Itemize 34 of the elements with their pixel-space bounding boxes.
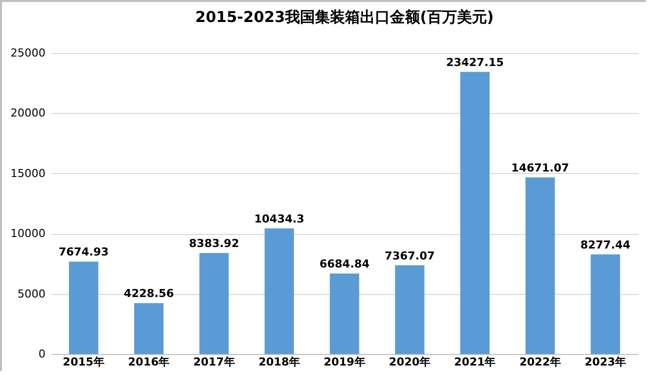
y-tick-label: 20000 xyxy=(10,106,46,120)
bar xyxy=(590,254,620,354)
y-tick-label: 10000 xyxy=(10,227,46,240)
x-tick-label: 2020年 xyxy=(388,356,431,368)
y-tick-label: 5000 xyxy=(18,287,46,300)
bar xyxy=(264,228,294,354)
data-label: 4228.56 xyxy=(124,287,174,300)
x-tick-label: 2015年 xyxy=(62,356,104,368)
x-tick-label: 2017年 xyxy=(193,356,235,368)
data-label: 7674.93 xyxy=(58,246,109,259)
data-label: 14671.07 xyxy=(511,161,570,174)
x-tick-label: 2016年 xyxy=(128,356,170,368)
bar xyxy=(199,253,229,354)
bar xyxy=(134,303,164,354)
data-label: 7367.07 xyxy=(384,249,435,262)
y-tick-label: 0 xyxy=(38,348,46,360)
x-tick-label: 2022年 xyxy=(519,356,561,368)
x-tick-label: 2023年 xyxy=(584,356,626,368)
data-label: 10434.3 xyxy=(254,212,304,226)
x-tick-label: 2018年 xyxy=(258,356,300,368)
data-label: 6684.84 xyxy=(319,258,370,271)
x-tick-label: 2019年 xyxy=(324,356,366,368)
bar xyxy=(395,265,424,354)
bar xyxy=(68,262,98,354)
x-tick-label: 2021年 xyxy=(454,356,496,368)
data-label: 8383.92 xyxy=(189,237,240,250)
y-tick-label: 15000 xyxy=(10,166,46,180)
y-tick-label: 25000 xyxy=(10,46,46,60)
bar xyxy=(525,177,555,354)
data-label: 8277.44 xyxy=(580,238,631,252)
bar xyxy=(460,72,490,354)
chart-title: 2015-2023我国集装箱出口金额(百万美元) xyxy=(195,8,494,26)
bar xyxy=(330,274,360,354)
data-label: 23427.15 xyxy=(446,56,504,69)
